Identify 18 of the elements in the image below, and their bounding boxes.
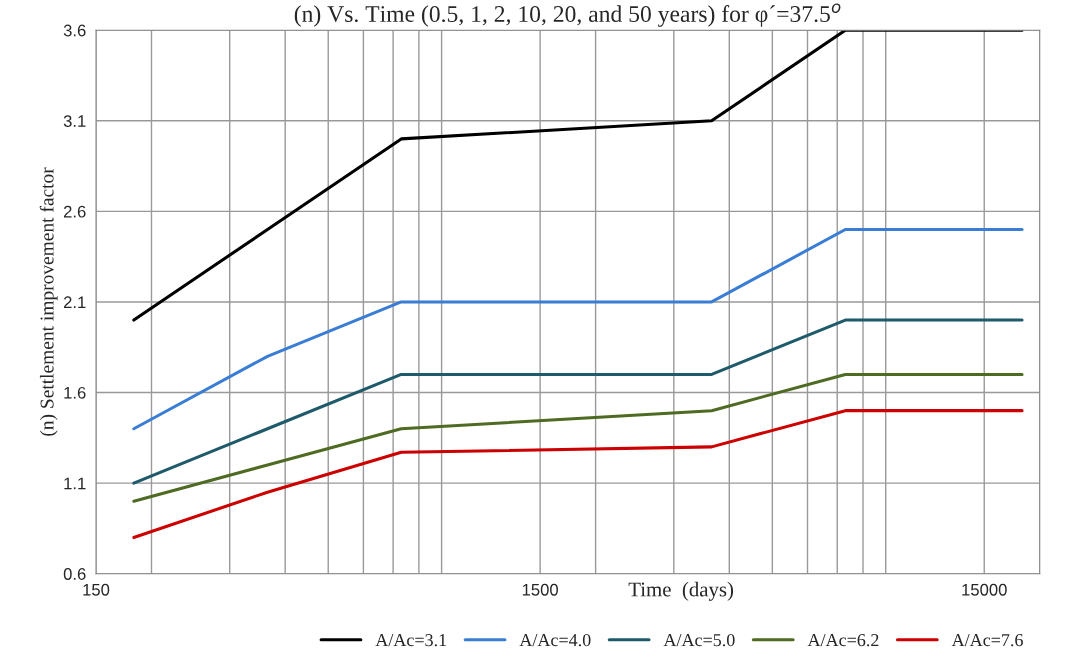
- y-tick-label: 3.6: [63, 24, 86, 37]
- x-tick-label: 150: [83, 583, 110, 596]
- y-tick-label: 2.6: [63, 205, 86, 218]
- legend-label: A/Ac=5.0: [663, 634, 735, 647]
- y-tick-label: 2.1: [63, 296, 86, 308]
- y-axis-title: (n) Settlement improvement factor: [39, 167, 58, 436]
- y-tick-label: 3.1: [63, 115, 86, 127]
- legend-label: A/Ac=3.1: [375, 634, 447, 647]
- legend-label: A/Ac=7.6: [951, 634, 1023, 647]
- legend-label: A/Ac=6.2: [807, 634, 879, 647]
- chart-title: (n) Vs. Time (0.5, 1, 2, 10, 20, and 50 years) for φ´=37.5$^{o}$: [294, 3, 841, 27]
- y-tick-label: 0.6: [63, 568, 86, 580]
- y-tick-label: 1.6: [64, 386, 86, 399]
- y-tick-label: 1.1: [64, 477, 86, 490]
- x-tick-label: 1500: [522, 583, 559, 596]
- x-tick-label: 15000: [962, 583, 1007, 596]
- x-axis-title: Time (days): [628, 581, 734, 601]
- legend-label: A/Ac=4.0: [519, 634, 591, 647]
